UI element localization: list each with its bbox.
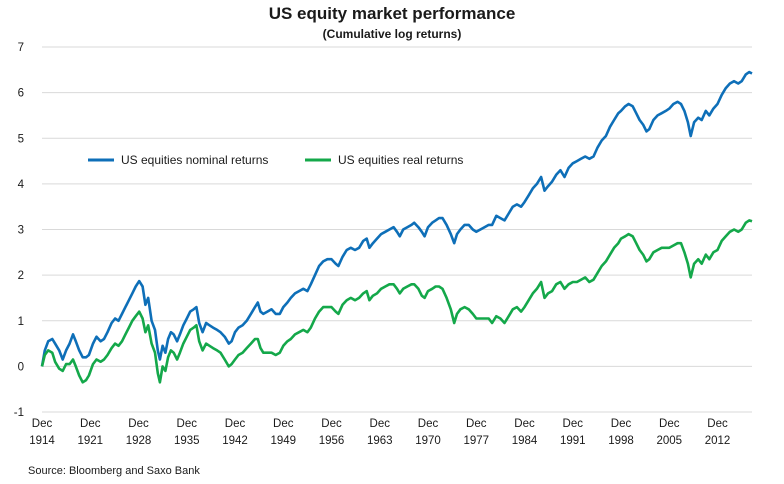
chart-title: US equity market performance: [268, 4, 516, 23]
x-tick-label-month: Dec: [321, 418, 342, 430]
x-tick-label-year: 2005: [656, 435, 682, 447]
x-tick-label-month: Dec: [514, 418, 535, 430]
x-tick-label-month: Dec: [563, 418, 584, 430]
x-tick-label-month: Dec: [418, 418, 439, 430]
y-tick-label: 6: [18, 88, 24, 100]
x-tick-label-year: 1984: [512, 435, 538, 447]
y-tick-label: 1: [18, 316, 24, 328]
x-tick-label-year: 1998: [608, 435, 634, 447]
x-tick-label-year: 1914: [29, 435, 55, 447]
y-tick-label: 0: [18, 361, 24, 373]
y-tick-label: 2: [18, 270, 24, 282]
x-tick-label-month: Dec: [370, 418, 391, 430]
series-line-real: [40, 219, 753, 384]
x-tick-label-year: 1956: [319, 435, 345, 447]
x-tick-label-year: 1942: [222, 435, 248, 447]
y-tick-label: 7: [18, 42, 24, 54]
x-tick-label-month: Dec: [659, 418, 680, 430]
x-tick-label-year: 1949: [270, 435, 296, 447]
x-tick-label-month: Dec: [273, 418, 294, 430]
y-tick-label: 4: [18, 179, 25, 191]
x-tick-label-year: 1963: [367, 435, 393, 447]
x-tick-label-month: Dec: [177, 418, 198, 430]
y-tick-label: -1: [14, 407, 24, 419]
y-tick-label: 3: [18, 225, 24, 237]
x-tick-label-year: 1991: [560, 435, 586, 447]
y-tick-label: 5: [18, 133, 24, 145]
series-line-nominal: [40, 70, 753, 367]
source-note: Source: Bloomberg and Saxo Bank: [28, 465, 200, 477]
x-tick-label-month: Dec: [128, 418, 149, 430]
legend-label: US equities real returns: [338, 153, 463, 167]
x-tick-label-year: 1935: [174, 435, 200, 447]
x-tick-label-year: 2012: [705, 435, 731, 447]
x-tick-label-month: Dec: [707, 418, 728, 430]
x-tick-label-month: Dec: [32, 418, 53, 430]
x-tick-label-year: 1921: [77, 435, 103, 447]
x-tick-label-month: Dec: [80, 418, 101, 430]
x-tick-label-year: 1977: [463, 435, 489, 447]
x-tick-label-month: Dec: [466, 418, 487, 430]
x-tick-label-year: 1928: [126, 435, 152, 447]
chart-subtitle: (Cumulative log returns): [322, 27, 462, 41]
x-tick-label-month: Dec: [225, 418, 246, 430]
x-tick-label-month: Dec: [611, 418, 632, 430]
x-tick-label-year: 1970: [415, 435, 441, 447]
legend-label: US equities nominal returns: [121, 153, 268, 167]
